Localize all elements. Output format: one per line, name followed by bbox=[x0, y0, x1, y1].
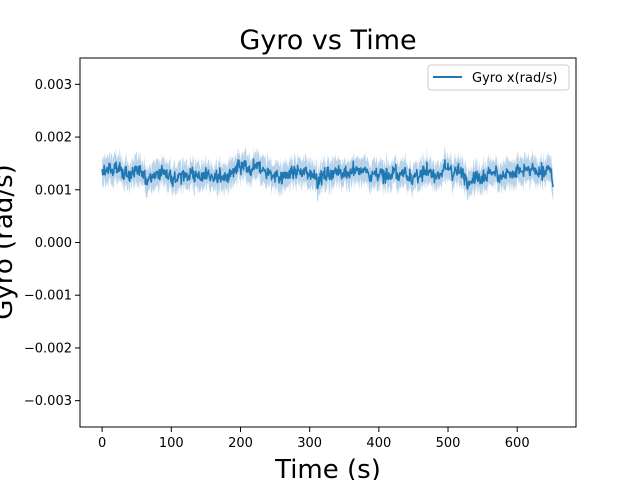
chart-title: Gyro vs Time bbox=[239, 25, 416, 56]
x-tick-label: 100 bbox=[159, 436, 184, 451]
legend-entry-gyro-x: Gyro x(rad/s) bbox=[472, 71, 557, 86]
y-tick-label: 0.002 bbox=[35, 131, 72, 146]
y-axis-ticks: −0.003 −0.002 −0.001 0.000 0.001 0.002 0.003 bbox=[24, 78, 80, 409]
axes-frame bbox=[79, 57, 577, 428]
x-axis-label: Time (s) bbox=[274, 455, 381, 480]
y-tick-label: 0.003 bbox=[35, 78, 72, 93]
x-tick-label: 500 bbox=[436, 436, 461, 451]
x-tick-label: 200 bbox=[228, 436, 253, 451]
series-line bbox=[101, 158, 554, 190]
x-tick-label: 600 bbox=[505, 436, 530, 451]
y-tick-label: 0.000 bbox=[35, 236, 72, 251]
x-axis-ticks: 0 100 200 300 400 500 600 bbox=[98, 427, 530, 451]
plot-area bbox=[101, 145, 554, 203]
x-tick-label: 0 bbox=[98, 436, 106, 451]
y-axis-label: Gyro (rad/s) bbox=[0, 164, 19, 320]
y-tick-label: −0.001 bbox=[24, 289, 72, 304]
y-tick-label: 0.001 bbox=[35, 183, 72, 198]
legend-box bbox=[427, 64, 570, 91]
legend: Gyro x(rad/s) bbox=[427, 64, 570, 91]
x-tick-label: 400 bbox=[366, 436, 391, 451]
y-tick-label: −0.003 bbox=[24, 394, 72, 409]
y-tick-label: −0.002 bbox=[24, 341, 72, 356]
x-tick-label: 300 bbox=[297, 436, 322, 451]
